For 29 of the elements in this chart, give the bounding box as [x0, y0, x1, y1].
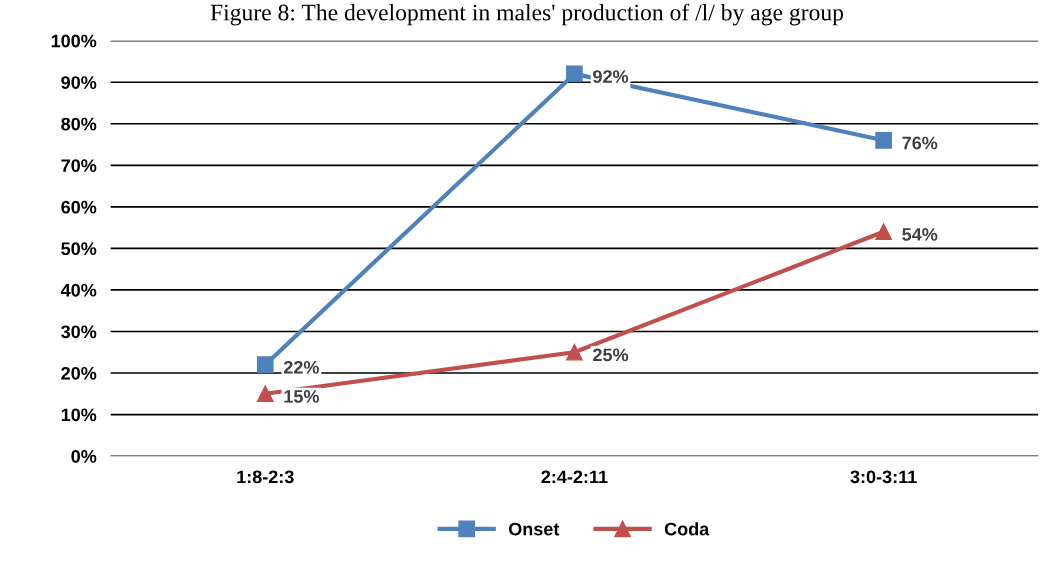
y-tick-label: 80% [61, 117, 97, 131]
data-label: 76% [902, 136, 938, 150]
x-tick-label: 2:4-2:11 [541, 470, 608, 484]
y-tick-label: 30% [61, 325, 97, 339]
y-tick-label: 40% [60, 283, 97, 297]
y-tick-label: 70% [61, 159, 97, 173]
point [256, 356, 274, 374]
data-label: 22% [283, 360, 319, 374]
y-tick-label: 0% [71, 450, 97, 463]
y-tick-label: 90% [61, 76, 97, 89]
y-tick-label: 60% [61, 200, 97, 214]
x-tick-label: 1:8-2:3 [237, 470, 294, 484]
y-tick-label: 10% [61, 408, 97, 422]
point [875, 132, 892, 149]
y-tick-label: 100% [51, 34, 97, 48]
point [566, 65, 583, 83]
data-label: 54% [902, 228, 938, 241]
chart-title: Figure 8: The development in males' production of /l/ by age group [210, 3, 844, 26]
legend-label: Coda [664, 522, 710, 536]
point [256, 385, 274, 403]
data-label: 92% [593, 70, 629, 83]
point [875, 223, 892, 241]
y-tick-label: 20% [61, 366, 97, 380]
y-tick-label: 50% [61, 242, 97, 256]
legend-label: Onset [508, 522, 560, 536]
data-label: 15% [284, 390, 319, 403]
x-tick-label: 3:0-3:11 [850, 470, 917, 484]
point [566, 343, 583, 361]
data-label: 25% [593, 348, 629, 362]
